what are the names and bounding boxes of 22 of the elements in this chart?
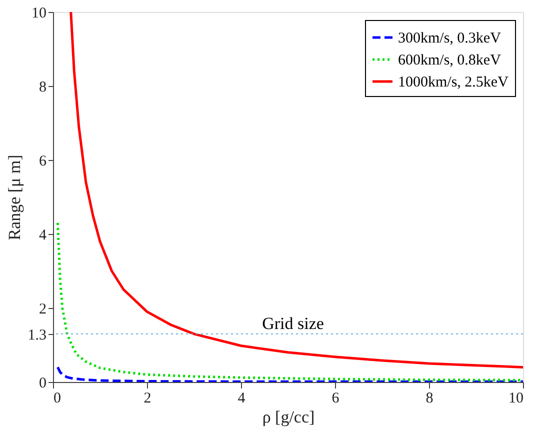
legend-label: 1000km/s, 2.5keV (398, 74, 509, 90)
line-series (56, 366, 523, 382)
y-tick-label: 2 (39, 302, 46, 318)
x-tick-label: 2 (144, 390, 152, 406)
y-tick-label: 8 (39, 80, 46, 96)
x-tick-label: 0 (54, 390, 61, 406)
y-tick-label: 6 (39, 154, 47, 170)
y-tick-label: 0 (39, 376, 46, 392)
line-series (56, 222, 523, 382)
line-series (70, 12, 523, 368)
legend-label: 300km/s, 0.3keV (398, 30, 502, 46)
x-axis-title: ρ [g/cc] (262, 408, 315, 426)
x-tick-label: 8 (426, 390, 434, 406)
y-tick-label: 1.3 (28, 327, 46, 344)
x-tick-label: 10 (508, 390, 524, 406)
y-axis-title: Range [μ m] (4, 154, 24, 240)
legend-label: 600km/s, 0.8keV (398, 52, 502, 68)
y-tick-label: 4 (39, 228, 47, 244)
y-tick-label: 10 (32, 6, 46, 22)
ref-line-label: Grid size (262, 314, 324, 333)
x-tick-label: 6 (332, 390, 340, 406)
x-tick-label: 4 (238, 390, 246, 406)
